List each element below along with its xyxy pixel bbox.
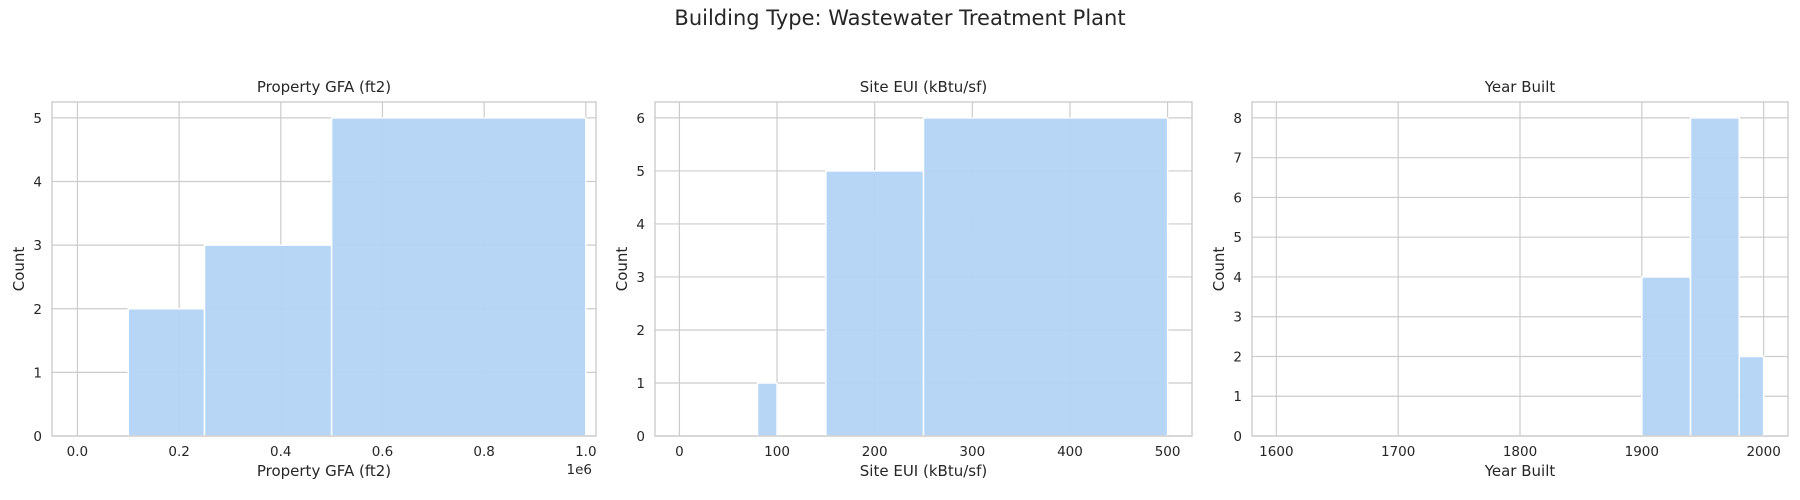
histogram-bar [203, 244, 333, 437]
histogram-bar [1641, 276, 1692, 437]
panel-year-built: Year Built Year Built Count 1600 1700 1800… [1210, 78, 1789, 480]
y-tick-label: 0 [1233, 429, 1242, 445]
x-tick-label: 500 [1155, 444, 1181, 460]
x-axis-label: Site EUI (kBtu/sf) [860, 462, 987, 480]
panel-title: Property GFA (ft2) [257, 78, 391, 96]
y-tick-label: 0 [33, 429, 42, 445]
panel-property-gfa: Property GFA (ft2) Property GFA (ft2) Co… [10, 78, 597, 480]
y-tick-label: 4 [1233, 270, 1242, 286]
histogram-bar [756, 382, 778, 437]
histogram-bar [330, 117, 587, 437]
x-tick-label: 0 [675, 444, 684, 460]
y-tick-label: 5 [1233, 230, 1242, 246]
plot-frame [654, 101, 1193, 437]
y-tick-label: 2 [1233, 349, 1242, 365]
x-tick-label: 100 [764, 444, 790, 460]
x-axis-label: Property GFA (ft2) [257, 462, 391, 480]
x-tick-label: 1900 [1625, 444, 1659, 460]
plot-frame [51, 101, 597, 437]
x-tick-label: 0.2 [168, 444, 189, 460]
histogram-bar [1738, 355, 1765, 437]
x-tick-label: 0.6 [372, 444, 393, 460]
plot-frame [1251, 101, 1789, 437]
y-tick-label: 2 [636, 323, 645, 339]
y-tick-label: 5 [636, 164, 645, 180]
x-tick-label: 1.0 [575, 444, 596, 460]
panel-title: Year Built [1484, 78, 1556, 96]
y-tick-label: 0 [636, 429, 645, 445]
y-axis-label: Count [10, 247, 28, 292]
x-tick-label: 0.8 [473, 444, 494, 460]
y-tick-label: 4 [636, 217, 645, 233]
panel-title: Site EUI (kBtu/sf) [860, 78, 987, 96]
y-tick-label: 4 [33, 175, 42, 191]
histogram-bar [922, 117, 1169, 437]
x-tick-label: 2000 [1746, 444, 1780, 460]
figure-title: Building Type: Wastewater Treatment Plan… [674, 6, 1125, 30]
histogram-bar [127, 308, 206, 437]
x-tick-label: 0.0 [67, 444, 88, 460]
y-tick-label: 3 [1233, 310, 1242, 326]
x-tick-label: 300 [959, 444, 985, 460]
histogram-bar [825, 170, 925, 437]
x-tick-label: 0.4 [270, 444, 291, 460]
y-tick-label: 6 [636, 111, 645, 127]
y-axis-label: Count [613, 247, 631, 292]
x-axis-offset-label: 1e6 [567, 462, 592, 478]
y-tick-label: 3 [33, 238, 42, 254]
y-tick-label: 5 [33, 111, 42, 127]
y-tick-label: 3 [636, 270, 645, 286]
x-tick-label: 1800 [1503, 444, 1537, 460]
y-axis-label: Count [1210, 247, 1228, 292]
y-tick-label: 7 [1233, 151, 1242, 167]
x-tick-label: 200 [862, 444, 888, 460]
y-tick-label: 1 [636, 376, 645, 392]
x-tick-label: 400 [1057, 444, 1083, 460]
histogram-bar [1689, 117, 1741, 437]
x-tick-label: 1600 [1259, 444, 1293, 460]
y-tick-label: 2 [33, 302, 42, 318]
y-tick-label: 6 [1233, 190, 1242, 206]
y-tick-label: 8 [1233, 111, 1242, 127]
y-tick-label: 1 [33, 365, 42, 381]
y-tick-label: 1 [1233, 389, 1242, 405]
x-tick-label: 1700 [1381, 444, 1415, 460]
panel-site-eui: Site EUI (kBtu/sf) Site EUI (kBtu/sf) Co… [613, 78, 1193, 480]
x-axis-label: Year Built [1484, 462, 1556, 480]
